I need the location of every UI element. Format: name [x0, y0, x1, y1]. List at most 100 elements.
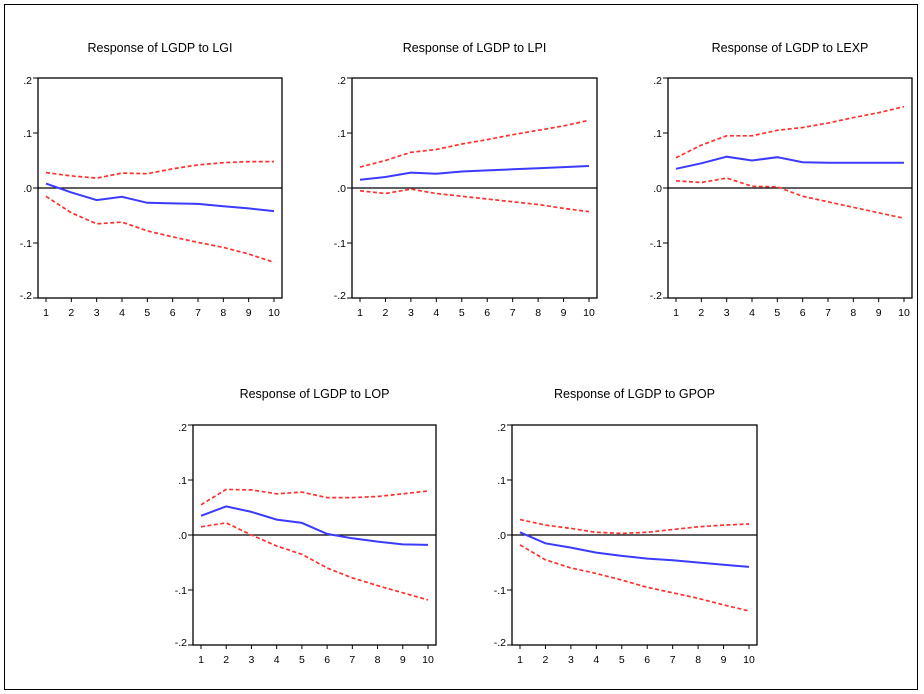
x-tick-label: 5 [299, 654, 305, 666]
y-tick-label: -.1 [650, 238, 662, 250]
x-tick-label: 8 [695, 654, 701, 666]
y-tick-label: -.1 [494, 585, 506, 597]
x-tick-label: 8 [375, 654, 381, 666]
x-tick-label: 6 [644, 654, 650, 666]
x-tick-label: 4 [274, 654, 280, 666]
x-tick-label: 1 [517, 654, 523, 666]
x-tick-label: 9 [246, 307, 252, 319]
upper-band-line-gpop [519, 518, 750, 535]
y-tick-label: .1 [497, 475, 506, 487]
y-tick-label: -.2 [650, 290, 662, 302]
x-tick-label: 2 [698, 307, 704, 319]
response-line-gpop [519, 531, 750, 568]
x-tick-label: 9 [721, 654, 727, 666]
x-tick-label: 10 [268, 307, 280, 319]
x-tick-label: 7 [510, 307, 516, 319]
x-tick-label: 3 [724, 307, 730, 319]
x-tick-label: 8 [535, 307, 541, 319]
y-tick-label: -.2 [20, 290, 32, 302]
x-tick-label: 5 [459, 307, 465, 319]
x-tick-label: 4 [749, 307, 755, 319]
x-tick-label: 8 [850, 307, 856, 319]
response-line-lpi [359, 165, 590, 181]
x-tick-label: 1 [198, 654, 204, 666]
x-tick-label: 9 [561, 307, 567, 319]
upper-band-line-lpi [359, 119, 590, 168]
panel-gpop: Response of LGDP to GPOP .2 .1 .0 -.1 -.2 1 2 3 4… [494, 387, 758, 666]
y-tick-label: .1 [23, 128, 32, 140]
x-tick-label: 6 [800, 307, 806, 319]
y-tick-label: -.1 [175, 585, 187, 597]
lower-band-line-lgi [45, 195, 275, 264]
x-tick-label: 3 [249, 654, 255, 666]
y-tick-label: .2 [23, 75, 32, 87]
upper-band-line-lop [200, 488, 429, 506]
upper-band-line-lexp [675, 105, 905, 159]
x-tick-label: 2 [383, 307, 389, 319]
panel-lpi: Response of LGDP to LPI .2 .1 .0 -.1 -.2 1 2 3 4 5… [334, 41, 598, 319]
lower-band-line-gpop [519, 544, 750, 612]
x-tick-label: 3 [568, 654, 574, 666]
response-line-lgi [45, 182, 275, 213]
panel-title-lpi: Response of LGDP to LPI [403, 41, 547, 55]
x-tick-label: 2 [543, 654, 549, 666]
x-tick-label: 10 [583, 307, 595, 319]
y-tick-label: .0 [23, 183, 32, 195]
x-tick-label: 2 [223, 654, 229, 666]
response-line-lop [200, 505, 429, 546]
x-tick-label: 6 [484, 307, 490, 319]
x-tick-label: 2 [68, 307, 74, 319]
x-tick-label: 7 [195, 307, 201, 319]
y-tick-label: .1 [337, 128, 346, 140]
y-tick-label: -.1 [334, 238, 346, 250]
y-tick-label: .2 [178, 422, 187, 434]
x-tick-label: 5 [619, 654, 625, 666]
response-line-lexp [675, 155, 904, 170]
x-tick-label: 5 [144, 307, 150, 319]
x-tick-label: 1 [357, 307, 363, 319]
x-tick-label: 9 [400, 654, 406, 666]
panel-lexp: Response of LGDP to LEXP .2 .1 .0 -.1 -.2 1 2 3 4… [650, 41, 913, 319]
x-tick-label: 1 [673, 307, 679, 319]
y-tick-label: .2 [653, 75, 662, 87]
y-tick-label: .2 [497, 422, 506, 434]
panel-lgi: Response of LGDP to LGI .2 .1 .0 -.1 -.2 1 2 3 4 5… [20, 41, 283, 319]
y-tick-label: .0 [178, 530, 187, 542]
x-tick-label: 6 [170, 307, 176, 319]
y-tick-label: .1 [653, 128, 662, 140]
x-tick-label: 4 [433, 307, 439, 319]
x-tick-label: 3 [94, 307, 100, 319]
lower-band-line-lpi [359, 188, 590, 213]
x-tick-label: 7 [670, 654, 676, 666]
panel-title-lop: Response of LGDP to LOP [240, 387, 390, 401]
x-tick-label: 4 [119, 307, 125, 319]
upper-band-line-lgi [45, 160, 274, 179]
y-tick-label: .0 [653, 183, 662, 195]
x-tick-label: 1 [43, 307, 49, 319]
x-tick-label: 8 [220, 307, 226, 319]
x-tick-label: 6 [324, 654, 330, 666]
x-tick-label: 10 [743, 654, 755, 666]
x-tick-label: 3 [408, 307, 414, 319]
panel-title-lexp: Response of LGDP to LEXP [712, 41, 869, 55]
y-tick-label: -.2 [175, 637, 187, 649]
x-tick-label: 9 [876, 307, 882, 319]
x-tick-label: 7 [825, 307, 831, 319]
panel-lop: Response of LGDP to LOP .2 .1 .0 -.1 -.2 1 2 3 4 5… [175, 387, 437, 666]
x-tick-label: 5 [774, 307, 780, 319]
y-tick-label: .2 [337, 75, 346, 87]
y-tick-label: -.2 [494, 637, 506, 649]
x-tick-label: 10 [422, 654, 434, 666]
x-tick-label: 7 [349, 654, 355, 666]
y-tick-label: .0 [337, 183, 346, 195]
x-tick-label: 4 [593, 654, 599, 666]
x-tick-label: 10 [898, 307, 910, 319]
lower-band-line-lexp [675, 177, 905, 220]
y-tick-label: -.2 [334, 290, 346, 302]
y-tick-label: .0 [497, 530, 506, 542]
y-tick-label: .1 [178, 475, 187, 487]
panel-title-lgi: Response of LGDP to LGI [88, 41, 233, 55]
y-tick-label: -.1 [20, 238, 32, 250]
